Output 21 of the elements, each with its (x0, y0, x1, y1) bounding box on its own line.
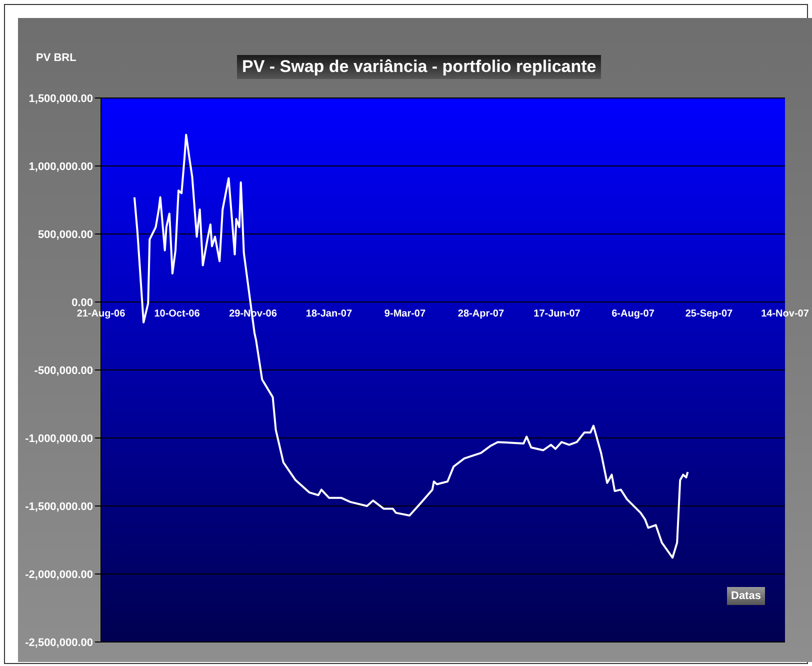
x-tick-label: 17-Jun-07 (534, 308, 581, 320)
y-tick-label: 1,500,000.00 (28, 92, 93, 105)
x-tick-label: 25-Sep-07 (685, 308, 734, 320)
y-tick-label: 500,000.00 (38, 228, 93, 241)
x-tick-label: 28-Apr-07 (458, 308, 504, 320)
y-tick-label: -1,500,000.00 (25, 500, 93, 513)
y-tick-label: 0.00 (72, 296, 93, 309)
y-tick-label: -2,000,000.00 (25, 568, 93, 581)
chart-title: PV - Swap de variância - portfolio replicante (237, 55, 602, 79)
y-tick-label: -1,000,000.00 (25, 432, 93, 445)
y-axis-title: PV BRL (36, 52, 76, 64)
y-tick-label: 1,000,000.00 (28, 160, 93, 173)
x-tick-label: 6-Aug-07 (612, 308, 655, 320)
y-tick-label: -500,000.00 (34, 364, 93, 377)
x-tick-label: 21-Aug-06 (76, 308, 126, 320)
y-tick-label: -2,500,000.00 (25, 636, 93, 649)
x-tick-label: 10-Oct-06 (154, 308, 200, 320)
x-tick-label: 14-Nov-07 (761, 308, 810, 320)
x-tick-label: 18-Jan-07 (306, 308, 353, 320)
x-axis-title: Datas (727, 587, 765, 605)
x-tick-label: 9-Mar-07 (384, 308, 426, 320)
